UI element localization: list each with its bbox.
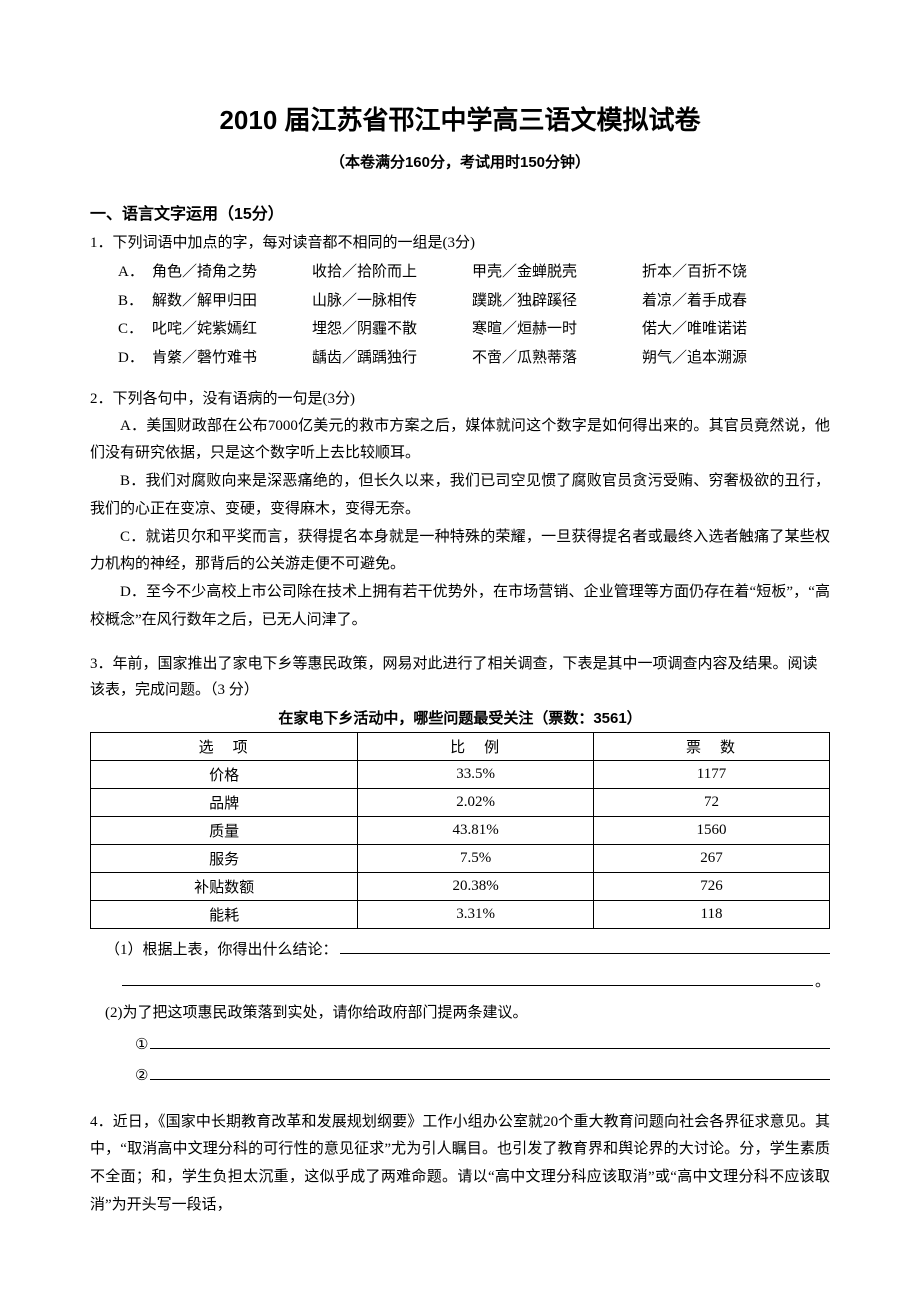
table-header: 票 数 (594, 733, 830, 761)
q3-table: 选 项 比 例 票 数 价格 33.5% 1177 品牌 2.02% 72 质量… (90, 732, 830, 929)
q1-option-b: B． 解数／解甲归田 山脉／一脉相传 蹼跳／独辟蹊径 着凉／着手成春 (118, 287, 830, 316)
q2-option-b: B．我们对腐败向来是深恶痛绝的，但长久以来，我们已司空见惯了腐败官员贪污受贿、穷… (90, 468, 830, 524)
q3-stem: 3．年前，国家推出了家电下乡等惠民政策，网易对此进行了相关调查，下表是其中一项调… (90, 651, 830, 704)
table-cell: 267 (594, 845, 830, 873)
q1-option-d: D． 肯綮／磬竹难书 龋齿／踽踽独行 不啻／瓜熟蒂落 朔气／追本溯源 (118, 344, 830, 373)
q2-option-a: A．美国财政部在公布7000亿美元的救市方案之后，媒体就问这个数字是如何得出来的… (90, 413, 830, 469)
page-title: 2010 届江苏省邗江中学高三语文模拟试卷 (90, 100, 830, 137)
table-row: 价格 33.5% 1177 (91, 761, 830, 789)
option-label: A． (118, 258, 152, 287)
option-cell: 解数／解甲归田 (152, 287, 312, 316)
answer-blank (340, 937, 830, 955)
period: 。 (815, 967, 830, 999)
option-cell: 寒暄／烜赫一时 (472, 315, 642, 344)
table-cell: 1560 (594, 817, 830, 845)
table-cell: 33.5% (358, 761, 594, 789)
option-label: C． (118, 315, 152, 344)
option-cell: 折本／百折不饶 (642, 258, 830, 287)
table-row: 服务 7.5% 267 (91, 845, 830, 873)
q4-text: 4．近日，《国家中长期教育改革和发展规划纲要》工作小组办公室就20个重大教育问题… (90, 1109, 830, 1220)
table-cell: 品牌 (91, 789, 358, 817)
option-cell: 不啻／瓜熟蒂落 (472, 344, 642, 373)
table-header: 选 项 (91, 733, 358, 761)
table-cell: 3.31% (358, 901, 594, 929)
q1-options: A． 角色／掎角之势 收拾／拾阶而上 甲壳／金蝉脱壳 折本／百折不饶 B． 解数… (118, 258, 830, 372)
option-cell: 龋齿／踽踽独行 (312, 344, 472, 373)
q2-option-c: C．就诺贝尔和平奖而言，获得提名本身就是一种特殊的荣耀，一旦获得提名者或最终入选… (90, 524, 830, 580)
option-cell: 朔气／追本溯源 (642, 344, 830, 373)
q2-stem: 2．下列各句中，没有语病的一句是(3分) (90, 386, 830, 412)
q3-sub2: (2)为了把这项惠民政策落到实处，请你给政府部门提两条建议。 ① ② (105, 998, 830, 1093)
table-row: 能耗 3.31% 118 (91, 901, 830, 929)
answer-blank (150, 1063, 830, 1081)
section-1-heading: 一、语言文字运用（15分） (90, 200, 830, 224)
table-cell: 118 (594, 901, 830, 929)
q1-option-c: C． 叱咤／姹紫嫣红 埋怨／阴霾不散 寒暄／烜赫一时 偌大／唯唯诺诺 (118, 315, 830, 344)
answer-blank (150, 1031, 830, 1049)
option-cell: 偌大／唯唯诺诺 (642, 315, 830, 344)
table-cell: 43.81% (358, 817, 594, 845)
option-label: D． (118, 344, 152, 373)
table-cell: 72 (594, 789, 830, 817)
table-cell: 补贴数额 (91, 873, 358, 901)
option-cell: 着凉／着手成春 (642, 287, 830, 316)
table-cell: 726 (594, 873, 830, 901)
table-row: 质量 43.81% 1560 (91, 817, 830, 845)
option-cell: 肯綮／磬竹难书 (152, 344, 312, 373)
table-row: 品牌 2.02% 72 (91, 789, 830, 817)
table-cell: 7.5% (358, 845, 594, 873)
q3-sub1: （1）根据上表，你得出什么结论： 。 (105, 935, 830, 998)
option-cell: 蹼跳／独辟蹊径 (472, 287, 642, 316)
q3-sub2-lead: (2)为了把这项惠民政策落到实处，请你给政府部门提两条建议。 (105, 998, 830, 1030)
option-cell: 甲壳／金蝉脱壳 (472, 258, 642, 287)
option-cell: 叱咤／姹紫嫣红 (152, 315, 312, 344)
table-header-row: 选 项 比 例 票 数 (91, 733, 830, 761)
page-subtitle: （本卷满分160分，考试用时150分钟） (90, 151, 830, 172)
table-cell: 2.02% (358, 789, 594, 817)
exam-page: 2010 届江苏省邗江中学高三语文模拟试卷 （本卷满分160分，考试用时150分… (0, 0, 920, 1280)
option-cell: 埋怨／阴霾不散 (312, 315, 472, 344)
answer-blank (122, 968, 813, 986)
table-cell: 20.38% (358, 873, 594, 901)
table-cell: 服务 (91, 845, 358, 873)
q3-sub2-bullet1: ① (135, 1030, 148, 1062)
table-cell: 1177 (594, 761, 830, 789)
q1-option-a: A． 角色／掎角之势 收拾／拾阶而上 甲壳／金蝉脱壳 折本／百折不饶 (118, 258, 830, 287)
q1-stem: 1．下列词语中加点的字，每对读音都不相同的一组是(3分) (90, 230, 830, 256)
table-cell: 价格 (91, 761, 358, 789)
q3-sub2-bullet2: ② (135, 1061, 148, 1093)
q2-option-d: D．至今不少高校上市公司除在技术上拥有若干优势外，在市场营销、企业管理等方面仍存… (90, 579, 830, 635)
table-row: 补贴数额 20.38% 726 (91, 873, 830, 901)
option-cell: 角色／掎角之势 (152, 258, 312, 287)
q3-table-caption: 在家电下乡活动中，哪些问题最受关注（票数：3561） (90, 707, 830, 728)
option-cell: 收拾／拾阶而上 (312, 258, 472, 287)
option-label: B． (118, 287, 152, 316)
table-header: 比 例 (358, 733, 594, 761)
q3-sub1-lead: （1）根据上表，你得出什么结论： (105, 935, 338, 967)
table-cell: 能耗 (91, 901, 358, 929)
option-cell: 山脉／一脉相传 (312, 287, 472, 316)
table-cell: 质量 (91, 817, 358, 845)
